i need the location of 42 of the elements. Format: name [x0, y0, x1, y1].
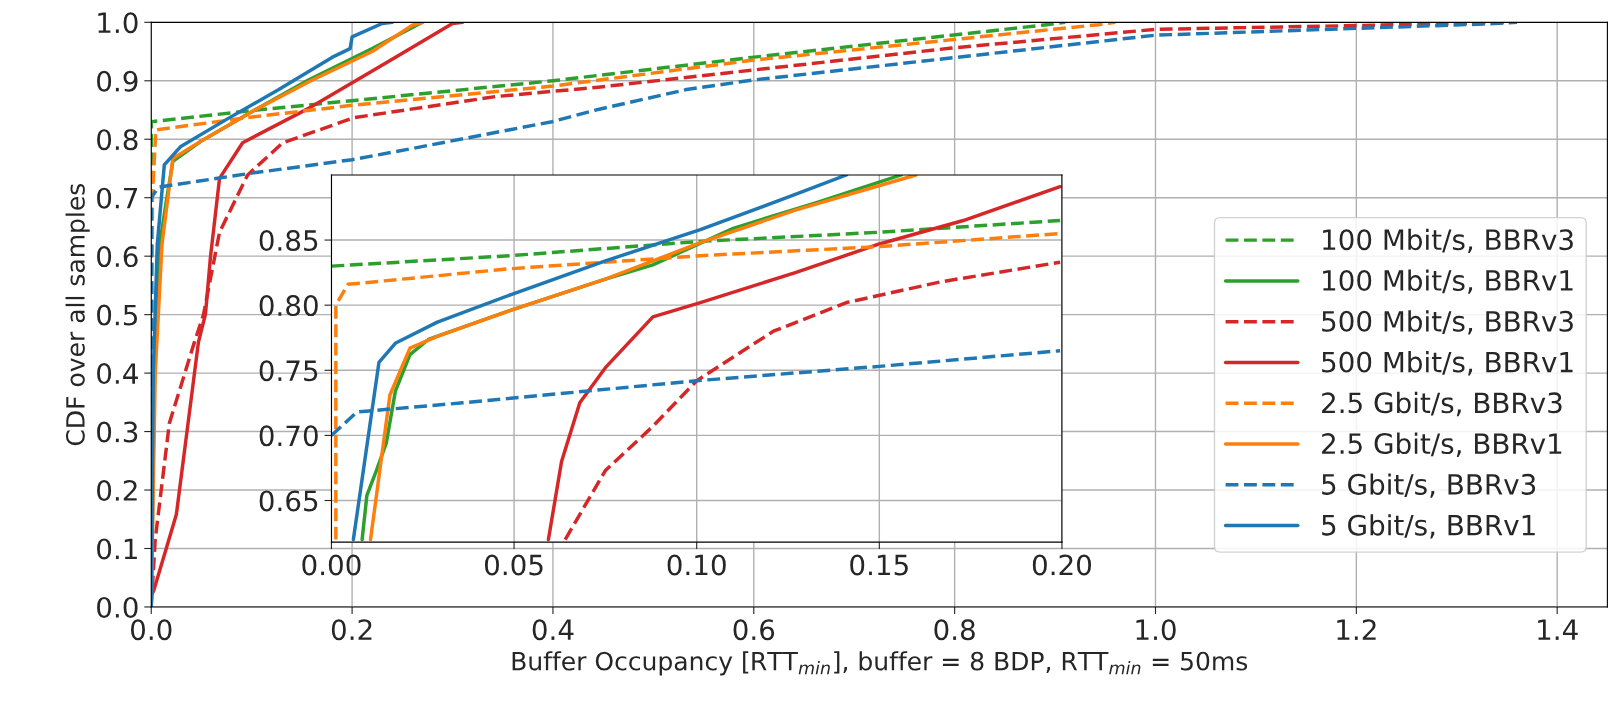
legend-label: 5 Gbit/s, BBRv1	[1322, 514, 1535, 539]
y-tick-label: 0.0	[97, 596, 138, 618]
y-tick-label: 0.8	[97, 129, 138, 151]
y-tick-label: 0.70	[259, 425, 318, 447]
line-series	[546, 184, 1062, 542]
y-tick-label: 1.0	[98, 12, 138, 34]
y-tick-label: 0.7	[97, 187, 138, 209]
y-tick-label: 0.6	[97, 246, 138, 268]
x-tick-label: 1.0	[1136, 619, 1176, 641]
y-tick-label: 0.1	[97, 538, 137, 560]
x-tick-label: 0.4	[532, 619, 574, 641]
x-tick-label: 0.2	[331, 619, 372, 641]
y-tick-label: 0.80	[259, 295, 318, 317]
x-tick-label: 0.05	[484, 554, 543, 576]
y-axis-title: CDF over all samples	[65, 183, 90, 446]
x-tick-label: 1.2	[1337, 619, 1376, 640]
y-tick-label: 0.3	[97, 421, 138, 443]
x-tick-label: 0.00	[302, 554, 361, 576]
y-tick-label: 0.5	[97, 304, 138, 326]
x-tick-label: 0.0	[130, 619, 172, 641]
line-series	[331, 218, 1062, 268]
legend-label: 2.5 Gbit/s, BBRv1	[1322, 432, 1562, 457]
legend-label: 5 Gbit/s, BBRv3	[1322, 473, 1536, 498]
x-tick-label: 0.8	[934, 619, 975, 641]
x-axis-title: Buffer Occupancy [RTT$_{min}$], buffer = 8 BDP, RTT$_{min}$ = 50ms	[512, 651, 1248, 676]
y-tick-label: 0.9	[97, 70, 138, 92]
x-tick-label: 0.10	[667, 554, 726, 576]
y-tick-label: 0.85	[259, 230, 318, 252]
y-tick-label: 0.65	[259, 490, 318, 512]
y-tick-label: 0.2	[97, 479, 137, 501]
legend-label: 500 Mbit/s, BBRv3	[1322, 310, 1573, 335]
legend-label: 100 Mbit/s, BBRv3	[1323, 228, 1573, 254]
legend-label: 100 Mbit/s, BBRv1	[1323, 269, 1573, 294]
legend-label: 2.5 Gbit/s, BBRv3	[1322, 391, 1562, 417]
x-tick-label: 0.6	[733, 619, 775, 641]
x-tick-label: 0.15	[850, 554, 908, 576]
legend-label: 500 Mbit/s, BBRv1	[1322, 351, 1573, 376]
x-tick-label: 0.20	[1032, 554, 1092, 576]
y-tick-label: 0.4	[97, 363, 138, 385]
line-series	[563, 260, 1062, 542]
x-tick-label: 1.4	[1538, 619, 1578, 640]
y-tick-label: 0.75	[259, 360, 318, 382]
